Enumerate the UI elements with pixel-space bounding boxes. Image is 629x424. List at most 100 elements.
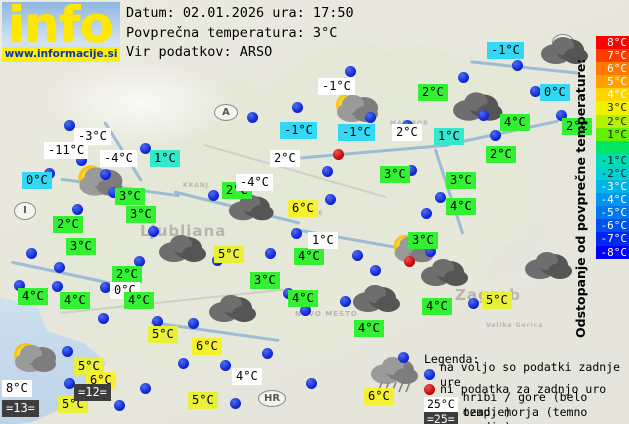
station-dot-available bbox=[435, 192, 446, 203]
city-label: NOVO MESTO bbox=[295, 310, 358, 318]
station-dot-missing bbox=[404, 256, 415, 267]
station-dot-available bbox=[140, 143, 151, 154]
color-scale-band: -2°C bbox=[596, 166, 629, 181]
station-dot-available bbox=[530, 86, 541, 97]
info-logo[interactable]: info www.informacije.si bbox=[2, 2, 120, 64]
temperature-label: 2°C bbox=[562, 118, 592, 135]
cloud-icon bbox=[420, 252, 470, 292]
temperature-label: 4°C bbox=[18, 288, 48, 305]
legend-row: ni podatka za zadnjo uro bbox=[424, 382, 629, 397]
rain-cloud-icon bbox=[370, 350, 420, 398]
station-dot-available bbox=[306, 378, 317, 389]
cloud-icon bbox=[352, 278, 402, 318]
station-dot-available bbox=[134, 256, 145, 267]
temperature-label: 2°C bbox=[392, 124, 422, 141]
temperature-label: 4°C bbox=[60, 292, 90, 309]
legend-item-text: hribi / gore (belo ozadje) bbox=[462, 389, 588, 419]
temperature-label: 4°C bbox=[124, 292, 154, 309]
temperature-label: 4°C bbox=[354, 320, 384, 337]
station-dot-available bbox=[556, 110, 567, 121]
legend-row: 25°C hribi / gore (belo ozadje) bbox=[424, 390, 629, 419]
station-dot-available bbox=[300, 305, 311, 316]
temperature-label: 5°C bbox=[482, 292, 512, 309]
temperature-label: -3°C bbox=[74, 128, 111, 145]
sea-temperature-label: =12= bbox=[74, 384, 111, 401]
cloud-icon bbox=[540, 30, 590, 70]
station-dot-available bbox=[398, 352, 409, 363]
color-scale-band: -8°C bbox=[596, 245, 629, 259]
station-dot-available bbox=[352, 250, 363, 261]
temperature-label: 1°C bbox=[150, 150, 180, 167]
temperature-label: 4°C bbox=[232, 368, 262, 385]
temperature-label: 5°C bbox=[74, 358, 104, 375]
station-dot-available bbox=[370, 265, 381, 276]
station-dot-available bbox=[458, 72, 469, 83]
temperature-label: 6°C bbox=[364, 388, 394, 405]
color-scale-band: -5°C bbox=[596, 206, 629, 220]
station-dot-available bbox=[291, 228, 302, 239]
color-scale-band: 4°C bbox=[596, 88, 629, 102]
temperature-label: 5°C bbox=[148, 326, 178, 343]
blue-dot-icon bbox=[424, 369, 435, 380]
city-label: Velika Gorica bbox=[486, 322, 544, 329]
station-dot-available bbox=[76, 155, 87, 166]
legend-row: na voljo so podatki zadnje ure bbox=[424, 360, 629, 389]
sun-cloud-icon bbox=[8, 338, 60, 384]
color-scale-bands: 8°C 7°C 6°C 5°C 4°C 3°C 2°C 1°C -1°C -2°C -3°C -4°C… bbox=[596, 36, 629, 259]
station-dot-available bbox=[62, 346, 73, 357]
color-scale-band: -7°C bbox=[596, 232, 629, 246]
header-date-line: Datum: 02.01.2026 ura: 17:50 bbox=[126, 5, 354, 21]
color-scale-band: -4°C bbox=[596, 193, 629, 207]
header-text: Datum: 02.01.2026 ura: 17:50 Povprečna t… bbox=[126, 4, 354, 63]
sea-chip-sample: =25= bbox=[424, 412, 458, 424]
temperature-label: 4°C bbox=[422, 298, 452, 315]
station-dot-available bbox=[152, 316, 163, 327]
mountain-chip-sample: 25°C bbox=[424, 397, 458, 412]
temperature-label: 3°C bbox=[408, 232, 438, 249]
logo-url: www.informacije.si bbox=[4, 48, 118, 60]
temperature-label: 0°C bbox=[540, 84, 570, 101]
color-scale: Odstopanje od povprečne temperature: 8°C… bbox=[560, 24, 629, 372]
legend-title: Legenda: bbox=[424, 352, 480, 366]
temperature-label: 2°C bbox=[112, 266, 142, 283]
temperature-label: -1°C bbox=[318, 78, 355, 95]
temperature-label: 6°C bbox=[288, 200, 318, 217]
color-scale-title: Odstopanje od povprečne temperature: bbox=[573, 58, 588, 338]
temperature-label: 3°C bbox=[380, 166, 410, 183]
temperature-label: 5°C bbox=[188, 392, 218, 409]
station-dot-available bbox=[108, 187, 119, 198]
legend-item-text: ni podatka za zadnjo uro bbox=[440, 382, 607, 396]
color-scale-band bbox=[596, 140, 629, 154]
temperature-label: 2°C bbox=[270, 150, 300, 167]
station-dot-available bbox=[345, 66, 356, 77]
sun-cloud-icon bbox=[330, 88, 382, 134]
temperature-label: 2°C bbox=[53, 216, 83, 233]
station-dot-available bbox=[512, 60, 523, 71]
temperature-label: 6°C bbox=[192, 338, 222, 355]
color-scale-band: 1°C bbox=[596, 127, 629, 141]
logo-wordmark: info bbox=[8, 2, 114, 54]
legend-item-text: temp. morja (temno ozadje) bbox=[462, 404, 588, 424]
station-dot-available bbox=[188, 318, 199, 329]
station-dot-available bbox=[140, 383, 151, 394]
country-marker-italy: I bbox=[14, 202, 36, 220]
station-dot-available bbox=[64, 120, 75, 131]
city-label: KRANJ bbox=[183, 182, 210, 189]
color-scale-band: 7°C bbox=[596, 49, 629, 63]
station-dot-available bbox=[340, 296, 351, 307]
station-dot-available bbox=[72, 204, 83, 215]
station-dot-available bbox=[292, 102, 303, 113]
station-dot-available bbox=[325, 194, 336, 205]
station-dot-available bbox=[14, 280, 25, 291]
station-dot-available bbox=[322, 166, 333, 177]
station-dot-available bbox=[230, 398, 241, 409]
temperature-label: 3°C bbox=[66, 238, 96, 255]
station-dot-available bbox=[100, 169, 111, 180]
station-dot-available bbox=[265, 248, 276, 259]
temperature-label: -4°C bbox=[236, 174, 273, 191]
sea-temperature-label: =13= bbox=[2, 400, 39, 417]
station-dot-available bbox=[26, 248, 37, 259]
station-dot-available bbox=[220, 360, 231, 371]
temperature-label: -4°C bbox=[100, 150, 137, 167]
